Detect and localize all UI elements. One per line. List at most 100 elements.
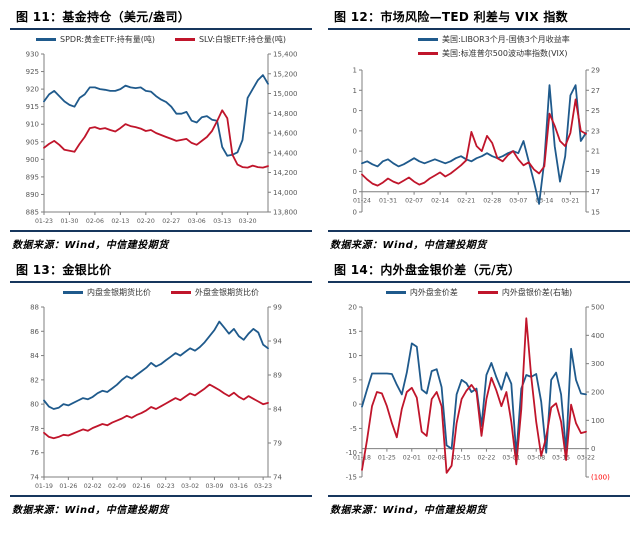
svg-text:03-21: 03-21 — [561, 198, 579, 205]
figure-14-chart-area: 内外盘金价差 内外盘银价差(右轴) 20 15 10 5 0 -5 -10 -15 500 400… — [328, 283, 630, 495]
svg-text:890: 890 — [26, 191, 39, 199]
svg-text:03-16: 03-16 — [230, 483, 248, 490]
svg-text:930: 930 — [26, 51, 39, 59]
divider-rule — [10, 230, 312, 232]
legend-label: SLV:白银ETF:持仓量(吨) — [198, 35, 286, 44]
svg-text:14,000: 14,000 — [273, 189, 298, 197]
svg-text:74: 74 — [30, 474, 39, 482]
svg-text:02-27: 02-27 — [162, 218, 180, 225]
svg-text:84: 84 — [273, 406, 282, 414]
svg-text:25: 25 — [591, 107, 600, 115]
svg-text:02-06: 02-06 — [86, 218, 104, 225]
svg-text:15: 15 — [591, 209, 600, 217]
svg-text:02-28: 02-28 — [483, 198, 501, 205]
legend-item: SPDR:黄金ETF:持有量(吨) — [36, 34, 155, 45]
svg-text:15,200: 15,200 — [273, 70, 298, 78]
svg-text:14,200: 14,200 — [273, 169, 298, 177]
svg-text:03-23: 03-23 — [254, 483, 272, 490]
svg-text:400: 400 — [591, 332, 604, 340]
figure-11-title: 图 11：基金持仓（美元/盎司） — [10, 4, 312, 30]
svg-text:15,400: 15,400 — [273, 51, 298, 59]
svg-text:-15: -15 — [346, 474, 357, 482]
svg-text:29: 29 — [591, 67, 600, 75]
price-spread-line-chart: 20 15 10 5 0 -5 -10 -15 500 400 300 200 100 0 (100) 01-… — [346, 304, 611, 482]
svg-text:89: 89 — [273, 372, 282, 380]
svg-text:02-22: 02-22 — [477, 455, 495, 462]
svg-text:03-20: 03-20 — [239, 218, 257, 225]
svg-text:02-09: 02-09 — [108, 483, 126, 490]
svg-text:02-15: 02-15 — [453, 455, 471, 462]
svg-text:84: 84 — [30, 352, 39, 360]
svg-text:01-25: 01-25 — [378, 455, 396, 462]
svg-text:86: 86 — [30, 328, 39, 336]
data-source-note: 数据来源：Wind，中信建投期货 — [12, 505, 169, 516]
svg-text:-10: -10 — [346, 449, 357, 457]
legend-label: 美国:标准普尔500波动率指数(VIX) — [442, 49, 568, 58]
svg-text:19: 19 — [591, 168, 600, 176]
svg-text:900: 900 — [26, 156, 39, 164]
svg-text:14,800: 14,800 — [273, 110, 298, 118]
svg-text:500: 500 — [591, 304, 604, 312]
data-source-note: 数据来源：Wind，中信建投期货 — [330, 240, 487, 251]
legend-label: 美国:LIBOR3个月-国债3个月收益率 — [442, 35, 570, 44]
svg-text:76: 76 — [30, 449, 39, 457]
red-line-swatch-icon — [418, 52, 438, 55]
legend-item: 美国:标准普尔500波动率指数(VIX) — [418, 48, 568, 59]
report-page: 图 11：基金持仓（美元/盎司） SPDR:黄金ETF:持有量(吨) SLV:白… — [10, 4, 630, 516]
figure-14-title: 图 14：内外盘金银价差（元/克） — [328, 257, 630, 283]
figure-12-chart-area: 美国:LIBOR3个月-国债3个月收益率 美国:标准普尔500波动率指数(VIX… — [328, 30, 630, 230]
svg-text:1: 1 — [353, 67, 357, 75]
blue-line-swatch-icon — [418, 38, 438, 41]
legend-item: 美国:LIBOR3个月-国债3个月收益率 — [418, 34, 570, 45]
svg-text:78: 78 — [30, 425, 39, 433]
fund-holdings-line-chart: 930 925 920 915 910 905 900 895 890 885 15,400 15,2… — [26, 51, 298, 226]
figure-13-legend: 内盘金银期货比价 外盘金银期货比价 — [10, 287, 312, 298]
svg-text:02-08: 02-08 — [428, 455, 446, 462]
legend-item: 内外盘银价差(右轴) — [477, 287, 572, 298]
svg-text:01-19: 01-19 — [35, 483, 53, 490]
svg-text:74: 74 — [273, 474, 282, 482]
svg-text:21: 21 — [591, 148, 600, 156]
legend-item: 外盘金银期货比价 — [171, 287, 259, 298]
svg-text:99: 99 — [273, 304, 282, 312]
red-line-swatch-icon — [174, 38, 195, 41]
divider-rule — [10, 495, 312, 497]
blue-line-swatch-icon — [63, 291, 83, 294]
svg-text:82: 82 — [30, 376, 39, 384]
data-source-note: 数据来源：Wind，中信建投期货 — [12, 240, 169, 251]
ted-vix-line-chart: 1 1 0 0 0 0 0 0 29 27 25 23 21 19 17 15 01-24 01-31 02-07 0… — [353, 67, 600, 217]
svg-text:01-18: 01-18 — [353, 455, 371, 462]
figure-13-title: 图 13：金银比价 — [10, 257, 312, 283]
svg-text:94: 94 — [273, 338, 282, 346]
svg-text:03-14: 03-14 — [535, 198, 553, 205]
legend-item: 内外盘金价差 — [385, 287, 458, 298]
svg-text:0: 0 — [353, 148, 357, 156]
svg-text:02-07: 02-07 — [405, 198, 423, 205]
figure-11-chart-area: SPDR:黄金ETF:持有量(吨) SLV:白银ETF:持仓量(吨) 930 92… — [10, 30, 312, 230]
svg-text:910: 910 — [26, 121, 39, 129]
svg-text:920: 920 — [26, 86, 39, 94]
figure-13-chart-area: 内盘金银期货比价 外盘金银期货比价 88 86 84 82 80 78 76 74 99 94 89… — [10, 283, 312, 495]
svg-text:0: 0 — [353, 168, 357, 176]
svg-text:0: 0 — [353, 401, 357, 409]
svg-text:03-06: 03-06 — [188, 218, 206, 225]
svg-text:(100): (100) — [591, 474, 610, 482]
svg-text:01-24: 01-24 — [353, 198, 371, 205]
svg-text:02-13: 02-13 — [111, 218, 129, 225]
svg-text:895: 895 — [26, 173, 39, 181]
data-source-note: 数据来源：Wind，中信建投期货 — [330, 505, 487, 516]
svg-text:100: 100 — [591, 417, 604, 425]
svg-text:03-22: 03-22 — [577, 455, 595, 462]
svg-text:88: 88 — [30, 304, 39, 312]
svg-text:300: 300 — [591, 360, 604, 368]
svg-text:01-26: 01-26 — [59, 483, 77, 490]
svg-text:10: 10 — [348, 352, 357, 360]
blue-line-swatch-icon — [385, 291, 406, 294]
svg-text:79: 79 — [273, 440, 282, 448]
svg-text:02-16: 02-16 — [132, 483, 150, 490]
svg-text:03-02: 03-02 — [181, 483, 199, 490]
legend-label: 内盘金银期货比价 — [87, 288, 151, 297]
svg-text:20: 20 — [348, 304, 357, 312]
svg-text:15: 15 — [348, 328, 357, 336]
